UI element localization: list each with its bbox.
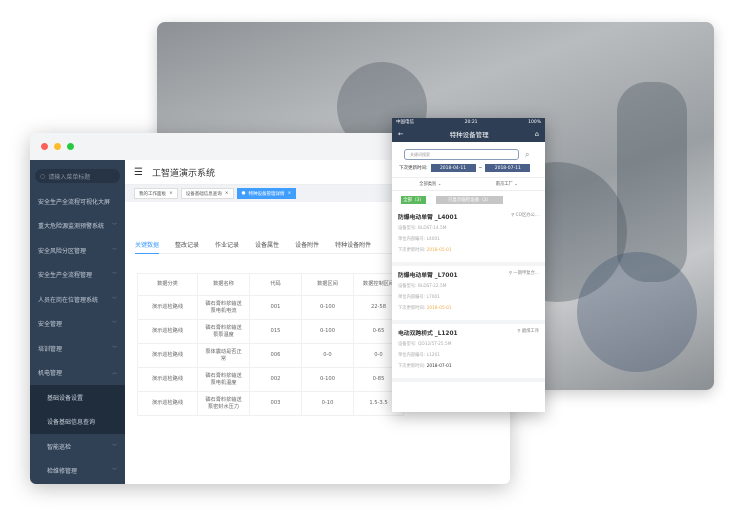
table-row: 演示巡检路线 磷石膏料浆输送泵泵温度 015 0-100 0-65 [137, 319, 404, 344]
date-to[interactable]: 2018-07-11 [485, 164, 531, 172]
equipment-card[interactable]: 防爆电动单臂 _L4001 ⚲ CO区办公... 设备型号: BLDST-14.5… [392, 208, 545, 266]
page-title: 工智道演示系统 [151, 168, 215, 179]
back-arrow-icon[interactable]: ← [398, 130, 404, 138]
equipment-card[interactable]: 防爆电动单臂 _L7001 ⚲ 一期甲复合... 设备型号: BLDST-22.5… [392, 266, 545, 324]
keyword-search-input[interactable]: 关键词搜索 [404, 149, 519, 160]
table-cell: 015 [249, 319, 302, 344]
table-cell: 0-0 [301, 343, 354, 368]
home-icon[interactable]: ⌂ [534, 130, 539, 138]
table-cell: 0-100 [301, 319, 354, 344]
sidebar-item[interactable]: 安全生产全流程管理 ﹀ [38, 272, 117, 280]
column-header: 代码 [249, 273, 302, 296]
table-cell: 磷石膏料浆输送泵电机电流 [197, 295, 250, 320]
chevron-down-icon: ﹀ [111, 223, 117, 230]
table-cell: 0-100 [301, 295, 354, 320]
table-cell: 磷石膏料浆输送泵泵温度 [197, 319, 250, 344]
column-header: 数据名称 [197, 273, 250, 296]
table-cell: 演示巡检路线 [137, 367, 198, 392]
table-row: 演示巡检路线 磷石膏料浆输送泵电机电流 001 0-100 22-58 [137, 295, 404, 320]
table-row: 演示巡检路线 磷石膏料浆输送泵密封水压力 003 0-10 1.5-3.5 [137, 391, 404, 416]
table-cell: 003 [249, 391, 302, 416]
table-cell: 001 [249, 295, 302, 320]
tab[interactable]: 特种设备附件 [335, 242, 372, 249]
tag-tab[interactable]: ● 特种设备管理详情 × [236, 188, 297, 199]
table-cell: 006 [249, 343, 302, 368]
equipment-card[interactable]: 电动双跨桥式 _L1201 ⚲ 磨煤工序 设备型号: QD32/5T-25.5M … [392, 324, 545, 382]
sidebar-item[interactable]: 安全管理 ﹀ [38, 321, 117, 329]
all-button[interactable]: 全部（3） [401, 196, 426, 204]
table-row: 演示巡检路线 泵体震动是否正常 006 0-0 0-0 [137, 343, 404, 368]
location-pin-icon: ⚲ [508, 271, 513, 276]
date-from[interactable]: 2018-04-11 [430, 164, 476, 172]
tab[interactable]: 设备属性 [255, 242, 280, 249]
location-pin-icon: ⚲ [511, 213, 515, 218]
close-icon[interactable]: × [287, 191, 292, 196]
tab[interactable]: 设备附件 [295, 242, 320, 249]
table-cell: 002 [249, 367, 302, 392]
sidebar-subitem[interactable]: 检维修管理 ﹀ [47, 468, 117, 476]
sidebar-item[interactable]: 培训管理 ﹀ [38, 345, 117, 353]
only-inspection-button[interactable]: 只显示临检设备（2） [436, 196, 503, 204]
table-cell: 0-10 [301, 391, 354, 416]
table-cell: 0-100 [301, 367, 354, 392]
sidebar-item[interactable]: 安全风险分区管理 ﹀ [38, 247, 117, 255]
table-cell: 演示巡检路线 [137, 295, 198, 320]
hamburger-icon[interactable]: ☰ [134, 166, 143, 178]
maximize-dot[interactable] [67, 143, 74, 150]
chevron-down-icon: ﹀ [111, 247, 117, 254]
tag-tab[interactable]: 设备基础信息查询 × [180, 188, 234, 199]
sidebar-item[interactable]: 机电管理 ︿ [38, 370, 117, 378]
table-cell: 演示巡检路线 [137, 391, 198, 416]
minimize-dot[interactable] [54, 143, 61, 150]
search-icon[interactable]: ⌕ [525, 149, 530, 159]
sidebar-subitem[interactable]: 设备基础信息查询 [30, 409, 125, 434]
close-dot[interactable] [41, 143, 48, 150]
chevron-down-icon: ﹀ [111, 296, 117, 303]
chevron-down-icon: ﹀ [111, 321, 117, 328]
sidebar-item[interactable]: 安全生产全流程可视化大屏 [38, 198, 111, 206]
table-cell: 演示巡检路线 [137, 343, 198, 368]
chevron-down-icon: ﹀ [111, 468, 117, 475]
table-cell: 泵体震动是否正常 [197, 343, 250, 368]
sidebar-item[interactable]: 人员在岗在位管理系统 ﹀ [38, 296, 117, 304]
tab[interactable]: 关键数据 [135, 240, 160, 254]
tab[interactable]: 作业记录 [215, 242, 240, 249]
close-icon[interactable]: × [224, 191, 229, 196]
tab[interactable]: 整改记录 [175, 242, 200, 249]
chevron-down-icon: ﹀ [111, 272, 117, 279]
factory-filter[interactable]: 南京工厂 ⌄ [495, 182, 518, 187]
nav-title: 特种设备管理 [449, 131, 489, 139]
sidebar-item[interactable]: 重大危险源监测预警系统 ﹀ [38, 223, 117, 231]
search-icon: ○ [40, 172, 46, 180]
table-cell: 演示巡检路线 [137, 319, 198, 344]
tag-tab[interactable]: 我的工作面板 × [134, 188, 178, 199]
mobile-app: 中国电信 20:21 100% ← 特种设备管理 ⌂ 关键词搜索 ⌕ 下次更新时间: 201… [392, 118, 545, 412]
location-pin-icon: ⚲ [517, 329, 521, 334]
column-header: 数据分类 [137, 273, 198, 296]
chevron-down-icon: ﹀ [111, 345, 117, 352]
menu-search-input[interactable]: ○ 请输入菜单标题 [35, 169, 120, 183]
category-filter[interactable]: 全部类别 ⌄ [419, 182, 442, 187]
close-icon[interactable]: × [169, 191, 173, 196]
data-table: 数据分类 数据名称 代码 数据区间 数据控制区间 演示巡检路线 磷石膏料浆输送泵电机电流 00… [137, 273, 404, 416]
chevron-down-icon: ﹀ [111, 443, 117, 450]
sidebar-subitem[interactable]: 基础设备设置 [30, 385, 125, 410]
sidebar-subitem[interactable]: 智能巡检 ﹀ [47, 443, 117, 451]
column-header: 数据区间 [301, 273, 354, 296]
sidebar: ○ 请输入菜单标题 安全生产全流程可视化大屏 重大危险源监测预警系统 ﹀ 安全风险分区管… [30, 160, 125, 484]
chevron-up-icon: ︿ [111, 370, 117, 377]
table-cell: 磷石膏料浆输送泵电机温度 [197, 367, 250, 392]
table-cell: 磷石膏料浆输送泵密封水压力 [197, 391, 250, 416]
table-row: 演示巡检路线 磷石膏料浆输送泵电机温度 002 0-100 0-85 [137, 367, 404, 392]
